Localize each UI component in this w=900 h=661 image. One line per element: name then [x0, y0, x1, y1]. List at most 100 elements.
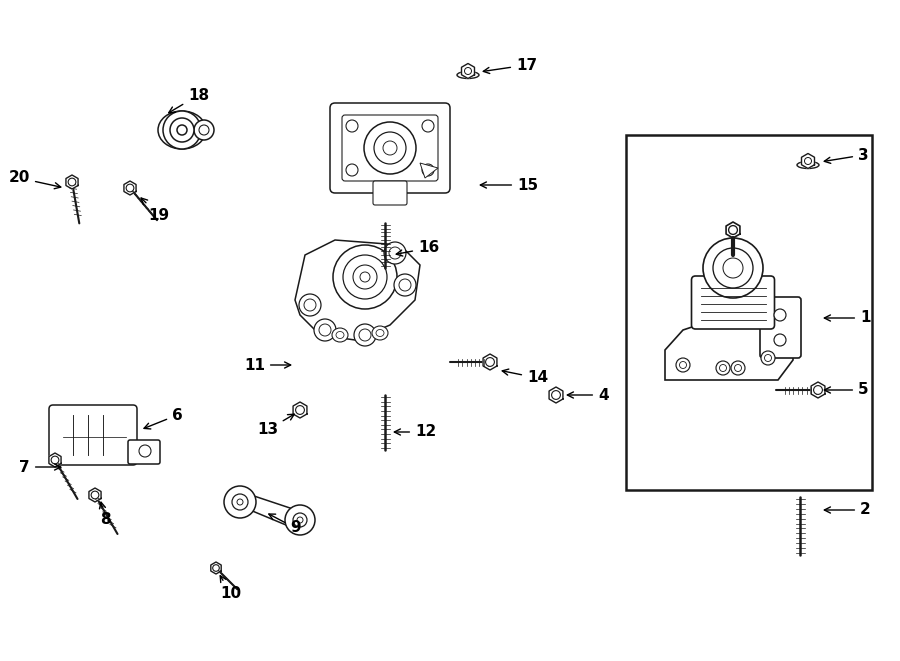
Circle shape [676, 358, 690, 372]
Ellipse shape [797, 161, 819, 169]
Circle shape [814, 385, 823, 395]
FancyBboxPatch shape [691, 276, 775, 329]
Circle shape [734, 364, 742, 371]
Circle shape [394, 274, 416, 296]
Text: 3: 3 [824, 147, 868, 163]
Ellipse shape [372, 326, 388, 340]
Text: 7: 7 [20, 459, 60, 475]
Circle shape [304, 299, 316, 311]
FancyBboxPatch shape [166, 118, 180, 142]
Polygon shape [549, 387, 562, 403]
Polygon shape [462, 63, 474, 79]
Circle shape [194, 120, 214, 140]
Circle shape [723, 258, 743, 278]
Polygon shape [811, 382, 825, 398]
Circle shape [764, 354, 771, 362]
Circle shape [364, 122, 416, 174]
Text: 18: 18 [168, 87, 209, 113]
Circle shape [293, 513, 307, 527]
Circle shape [374, 132, 406, 164]
Circle shape [51, 456, 59, 464]
Polygon shape [49, 453, 61, 467]
Circle shape [91, 491, 99, 499]
Polygon shape [248, 494, 298, 530]
Circle shape [422, 120, 434, 132]
Circle shape [199, 125, 209, 135]
FancyBboxPatch shape [49, 405, 137, 465]
Circle shape [359, 329, 371, 341]
Circle shape [384, 242, 406, 264]
Polygon shape [66, 175, 78, 189]
Circle shape [805, 157, 812, 165]
Circle shape [314, 319, 336, 341]
Circle shape [713, 248, 753, 288]
Circle shape [486, 358, 494, 366]
Circle shape [139, 445, 151, 457]
FancyBboxPatch shape [373, 181, 407, 205]
Circle shape [716, 361, 730, 375]
Circle shape [295, 406, 304, 414]
Text: 15: 15 [481, 178, 538, 192]
Circle shape [68, 178, 76, 186]
Text: 11: 11 [244, 358, 291, 373]
Circle shape [224, 486, 256, 518]
Text: 5: 5 [824, 383, 868, 397]
FancyBboxPatch shape [330, 103, 450, 193]
Circle shape [299, 294, 321, 316]
Polygon shape [726, 222, 740, 238]
Circle shape [731, 361, 745, 375]
Circle shape [232, 494, 248, 510]
Ellipse shape [336, 332, 344, 338]
Circle shape [126, 184, 134, 192]
FancyBboxPatch shape [760, 297, 801, 358]
Circle shape [170, 118, 194, 142]
Circle shape [422, 164, 434, 176]
Polygon shape [293, 402, 307, 418]
Ellipse shape [376, 329, 384, 336]
Circle shape [346, 164, 358, 176]
Circle shape [383, 141, 397, 155]
Circle shape [399, 279, 411, 291]
Text: 8: 8 [100, 502, 111, 527]
Text: 14: 14 [502, 369, 548, 385]
Text: 4: 4 [567, 387, 608, 403]
Circle shape [353, 265, 377, 289]
Circle shape [761, 351, 775, 365]
Text: 16: 16 [396, 241, 439, 256]
Polygon shape [89, 488, 101, 502]
Text: 20: 20 [9, 171, 61, 189]
Circle shape [354, 324, 376, 346]
Polygon shape [483, 354, 497, 370]
FancyBboxPatch shape [342, 115, 438, 181]
Text: 10: 10 [220, 576, 241, 600]
Polygon shape [211, 562, 221, 574]
Circle shape [333, 245, 397, 309]
Circle shape [703, 238, 763, 298]
Circle shape [297, 517, 303, 523]
Ellipse shape [457, 71, 479, 79]
Text: 1: 1 [824, 311, 870, 325]
Polygon shape [420, 163, 438, 178]
Circle shape [212, 564, 220, 571]
Bar [626, 135, 872, 490]
Text: 19: 19 [141, 198, 169, 223]
Circle shape [177, 125, 187, 135]
Text: 12: 12 [394, 424, 436, 440]
Circle shape [237, 499, 243, 505]
Polygon shape [665, 320, 793, 380]
Circle shape [719, 364, 726, 371]
Polygon shape [124, 181, 136, 195]
Circle shape [343, 255, 387, 299]
Circle shape [346, 120, 358, 132]
Circle shape [389, 247, 401, 259]
FancyBboxPatch shape [128, 440, 160, 464]
Text: 6: 6 [144, 407, 183, 429]
Polygon shape [802, 153, 814, 169]
Circle shape [285, 505, 315, 535]
Circle shape [360, 272, 370, 282]
Text: 2: 2 [824, 502, 871, 518]
Text: 9: 9 [269, 514, 301, 535]
Circle shape [552, 391, 561, 399]
Circle shape [319, 324, 331, 336]
Circle shape [680, 362, 687, 368]
